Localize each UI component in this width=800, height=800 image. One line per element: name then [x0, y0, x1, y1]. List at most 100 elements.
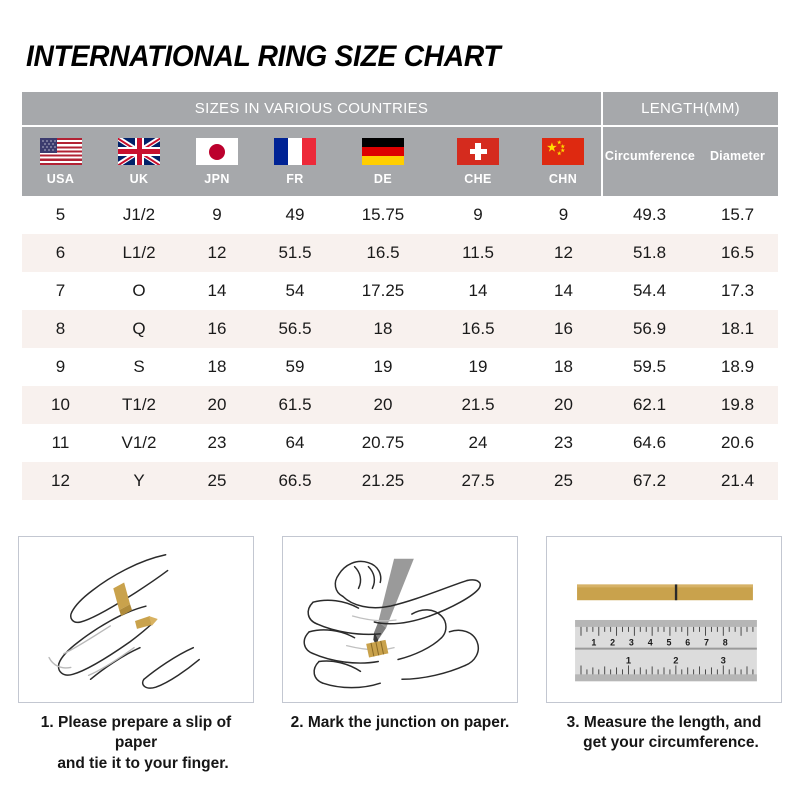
cell-uk: J1/2	[99, 196, 179, 234]
table-row: 5 J1/2 9 49 15.75 9 9 49.3 15.7	[22, 196, 779, 234]
cell-fr: 66.5	[255, 462, 335, 500]
page-title: INTERNATIONAL RING SIZE CHART	[26, 40, 501, 73]
usa-flag-icon	[39, 138, 82, 165]
cell-de: 15.75	[335, 196, 431, 234]
cell-che: 19	[431, 348, 525, 386]
cell-de: 18	[335, 310, 431, 348]
cell-fr: 49	[255, 196, 335, 234]
cell-de: 21.25	[335, 462, 431, 500]
illustration-hand-marking-with-pen	[282, 536, 518, 703]
cell-jpn: 25	[179, 462, 255, 500]
cell-jpn: 16	[179, 310, 255, 348]
instruction-caption-2: 2. Mark the junction on paper.	[282, 713, 518, 733]
ring-size-table: SIZES IN VARIOUS COUNTRIES LENGTH(MM) US…	[22, 92, 779, 500]
country-code-chn: CHN	[548, 172, 578, 186]
cell-diameter: 18.1	[697, 310, 779, 348]
france-flag-icon	[274, 138, 316, 165]
column-header-diameter: Diameter	[697, 126, 779, 196]
svg-text:5: 5	[666, 638, 671, 648]
cell-che: 14	[431, 272, 525, 310]
cell-diameter: 21.4	[697, 462, 779, 500]
caption-line-1: 3. Measure the length, and	[566, 714, 762, 731]
svg-text:3: 3	[629, 638, 634, 648]
cell-de: 16.5	[335, 234, 431, 272]
cell-chn: 12	[525, 234, 602, 272]
cell-diameter: 18.9	[697, 348, 779, 386]
uk-flag-icon	[118, 138, 160, 165]
cell-circumference: 67.2	[602, 462, 697, 500]
cell-de: 19	[335, 348, 431, 386]
cell-diameter: 19.8	[697, 386, 779, 424]
cell-che: 21.5	[431, 386, 525, 424]
cell-de: 20	[335, 386, 431, 424]
caption-line-1: 1. Please prepare a slip of paper	[40, 714, 232, 752]
cell-jpn: 18	[179, 348, 255, 386]
column-header-jpn: JPN	[179, 126, 255, 196]
svg-text:1: 1	[591, 638, 596, 648]
cell-fr: 51.5	[255, 234, 335, 272]
cell-fr: 56.5	[255, 310, 335, 348]
svg-text:6: 6	[685, 638, 690, 648]
diameter-label: Diameter	[709, 149, 766, 163]
cell-usa: 10	[22, 386, 99, 424]
column-header-usa: USA	[22, 126, 99, 196]
cell-che: 16.5	[431, 310, 525, 348]
caption-line-1: 2. Mark the junction on paper.	[290, 714, 510, 731]
cell-uk: Q	[99, 310, 179, 348]
instruction-panel-1: 1. Please prepare a slip of paper and ti…	[18, 536, 254, 774]
column-header-uk: UK	[99, 126, 179, 196]
cell-chn: 14	[525, 272, 602, 310]
cell-chn: 25	[525, 462, 602, 500]
instruction-panel-2: 2. Mark the junction on paper.	[282, 536, 518, 774]
cell-chn: 18	[525, 348, 602, 386]
cell-circumference: 59.5	[602, 348, 697, 386]
svg-text:2: 2	[610, 638, 615, 648]
cell-che: 24	[431, 424, 525, 462]
cell-de: 20.75	[335, 424, 431, 462]
table-row: 9 S 18 59 19 19 18 59.5 18.9	[22, 348, 779, 386]
cell-diameter: 20.6	[697, 424, 779, 462]
cell-fr: 61.5	[255, 386, 335, 424]
caption-line-2: and tie it to your finger.	[57, 754, 229, 772]
cell-fr: 54	[255, 272, 335, 310]
cell-uk: O	[99, 272, 179, 310]
country-code-jpn: JPN	[204, 172, 230, 186]
column-header-circumference: Circumference	[601, 126, 697, 196]
cell-jpn: 20	[179, 386, 255, 424]
table-body: 5 J1/2 9 49 15.75 9 9 49.3 15.7 6 L1/2 1…	[22, 196, 779, 500]
svg-text:7: 7	[704, 638, 709, 648]
table-row: 12 Y 25 66.5 21.25 27.5 25 67.2 21.4	[22, 462, 779, 500]
cell-jpn: 14	[179, 272, 255, 310]
svg-text:8: 8	[723, 638, 728, 648]
japan-flag-icon	[196, 138, 238, 165]
switzerland-flag-icon	[457, 138, 499, 165]
instruction-caption-3: 3. Measure the length, and get your circ…	[546, 713, 782, 754]
cell-circumference: 49.3	[602, 196, 697, 234]
cell-uk: T1/2	[99, 386, 179, 424]
cell-circumference: 51.8	[602, 234, 697, 272]
svg-text:3: 3	[721, 655, 726, 665]
circumference-label: Circumference	[604, 149, 696, 163]
instruction-panel-3: 1 2 3 4 5 6 7 8 1 2 3	[546, 536, 782, 774]
instruction-panels: 1. Please prepare a slip of paper and ti…	[18, 536, 782, 774]
instruction-caption-1: 1. Please prepare a slip of paper and ti…	[18, 713, 254, 774]
illustration-hand-with-paper-strip	[18, 536, 254, 703]
country-code-de: DE	[373, 172, 393, 186]
cell-uk: S	[99, 348, 179, 386]
cell-jpn: 12	[179, 234, 255, 272]
cell-chn: 23	[525, 424, 602, 462]
cell-diameter: 16.5	[697, 234, 779, 272]
country-code-usa: USA	[46, 172, 75, 186]
cell-diameter: 17.3	[697, 272, 779, 310]
cell-usa: 11	[22, 424, 99, 462]
svg-text:4: 4	[648, 638, 653, 648]
svg-text:2: 2	[673, 655, 678, 665]
china-flag-icon: ★ ★ ★ ★ ★	[542, 138, 584, 165]
table-group-header-row: SIZES IN VARIOUS COUNTRIES LENGTH(MM)	[22, 92, 779, 127]
cell-usa: 12	[22, 462, 99, 500]
table-row: 10 T1/2 20 61.5 20 21.5 20 62.1 19.8	[22, 386, 779, 424]
column-header-chn: ★ ★ ★ ★ ★ CHN	[525, 126, 602, 196]
cell-chn: 9	[525, 196, 602, 234]
country-code-che: CHE	[464, 172, 492, 186]
group-header-length: LENGTH(MM)	[600, 92, 779, 127]
